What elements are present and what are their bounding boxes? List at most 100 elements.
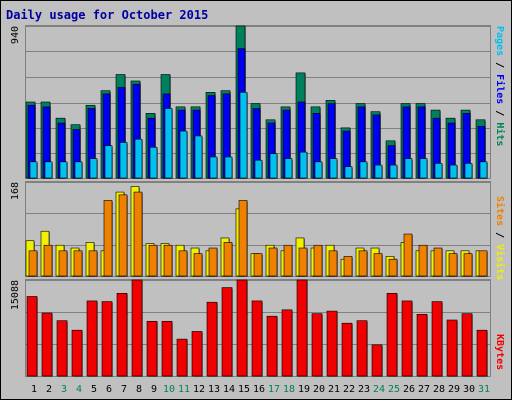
sites-bar: [403, 233, 413, 277]
kbytes-bar: [116, 292, 128, 377]
x-tick-label: 14: [223, 384, 235, 395]
pages-bar: [119, 142, 128, 179]
visits-panel-legend: Sites / Visits: [494, 196, 506, 280]
kbytes-bar: [131, 279, 143, 377]
sites-bar: [478, 250, 488, 277]
legend-hits: Hits: [494, 122, 506, 146]
kbytes-bar: [26, 296, 38, 377]
kbytes-bar: [341, 322, 353, 377]
legend-separator: /: [494, 104, 505, 122]
sites-bar: [313, 244, 323, 277]
x-tick-label: 6: [106, 384, 112, 395]
pages-bar: [344, 166, 353, 179]
kbytes-bar: [311, 313, 323, 377]
sites-bar: [28, 250, 38, 277]
kbytes-bar: [191, 331, 203, 377]
x-tick-label: 10: [163, 384, 175, 395]
x-tick-label: 31: [478, 384, 490, 395]
sites-bar: [238, 200, 248, 277]
sites-bar: [223, 242, 233, 277]
sites-bar: [193, 253, 203, 277]
kbytes-bar: [326, 310, 338, 377]
kbytes-bar: [386, 292, 398, 377]
sites-bar: [73, 250, 83, 277]
kbytes-bar: [71, 329, 83, 377]
chart-title: Daily usage for October 2015: [6, 8, 208, 22]
x-tick-label: 23: [358, 384, 370, 395]
pages-bar: [329, 158, 338, 179]
sites-bar: [373, 253, 383, 277]
pages-bar: [194, 135, 203, 179]
sites-bar: [463, 253, 473, 277]
kbytes-bar: [461, 313, 473, 377]
kbytes-bar: [296, 279, 308, 377]
x-tick-label: 26: [403, 384, 415, 395]
x-tick-label: 3: [61, 384, 67, 395]
kbytes-bar: [86, 300, 98, 377]
pages-bar: [314, 161, 323, 179]
kbytes-panel-max-label: 15088: [10, 280, 21, 310]
pages-bar: [404, 158, 413, 179]
sites-bar: [148, 244, 158, 277]
sites-bar: [43, 244, 53, 277]
pages-bar: [89, 158, 98, 179]
pages-bar: [284, 158, 293, 179]
sites-bar: [343, 256, 353, 277]
pages-bar: [434, 163, 443, 179]
pages-bar: [74, 161, 83, 179]
pages-bar: [239, 91, 248, 179]
x-tick-label: 4: [76, 384, 82, 395]
sites-bar: [298, 247, 308, 277]
pages-bar: [254, 159, 263, 179]
x-tick-label: 21: [328, 384, 340, 395]
sites-bar: [118, 194, 128, 277]
x-tick-label: 29: [448, 384, 460, 395]
kbytes-bar: [176, 338, 188, 377]
sites-bar: [133, 191, 143, 277]
pages-bar: [59, 161, 68, 179]
pages-bar: [374, 164, 383, 179]
x-tick-label: 16: [253, 384, 265, 395]
kbytes-bar: [356, 320, 368, 377]
pages-bar: [44, 161, 53, 179]
sites-bar: [58, 250, 68, 277]
kbytes-bar: [476, 329, 488, 377]
x-tick-label: 27: [418, 384, 430, 395]
x-tick-label: 5: [91, 384, 97, 395]
x-tick-label: 9: [151, 384, 157, 395]
sites-bar: [328, 250, 338, 277]
kbytes-bar: [251, 300, 263, 377]
pages-bar: [359, 161, 368, 179]
sites-bar: [283, 244, 293, 277]
kbytes-bar: [371, 344, 383, 377]
sites-bar: [448, 253, 458, 277]
x-tick-label: 8: [136, 384, 142, 395]
kbytes-bar: [221, 287, 233, 377]
pages-bar: [419, 158, 428, 179]
x-tick-label: 18: [283, 384, 295, 395]
x-tick-label: 25: [388, 384, 400, 395]
x-tick-label: 19: [298, 384, 310, 395]
pages-bar: [269, 153, 278, 179]
pages-bar: [134, 138, 143, 179]
x-tick-label: 20: [313, 384, 325, 395]
kbytes-bar: [266, 315, 278, 377]
kbytes-bar: [281, 309, 293, 377]
kbytes-bar: [431, 301, 443, 377]
x-tick-label: 24: [373, 384, 385, 395]
pages-bar: [104, 145, 113, 179]
legend-pages: Pages: [494, 26, 505, 56]
kbytes-bar: [56, 320, 68, 377]
sites-bar: [268, 247, 278, 277]
kbytes-bar: [446, 319, 458, 377]
sites-bar: [253, 253, 263, 277]
pages-bar: [29, 161, 38, 179]
pages-bar: [209, 156, 218, 179]
sites-bar: [163, 244, 173, 277]
x-tick-label: 7: [121, 384, 127, 395]
x-tick-label: 30: [463, 384, 475, 395]
pages-bar: [479, 161, 488, 179]
sites-bar: [88, 250, 98, 277]
x-tick-label: 28: [433, 384, 445, 395]
hits-panel-legend: Pages / Files / Hits: [494, 26, 506, 146]
